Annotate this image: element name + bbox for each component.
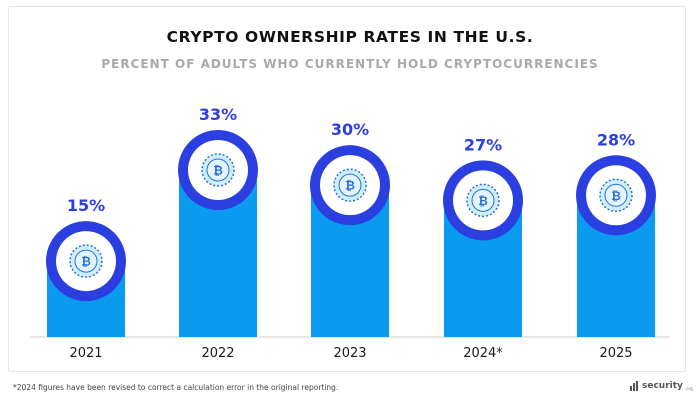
x-tick-label: 2024* xyxy=(463,346,503,361)
data-label: 33% xyxy=(199,105,237,124)
security-org-logo-icon xyxy=(630,381,638,391)
x-tick-label: 2025 xyxy=(599,346,632,361)
data-label: 30% xyxy=(331,120,369,139)
data-label: 28% xyxy=(597,130,635,149)
brand-name: security xyxy=(642,381,683,391)
bar-group-2025: ₿ 28% 2025 xyxy=(576,130,656,361)
bar-group-2024: ₿ 27% 2024* xyxy=(443,135,523,361)
brand-suffix: .org xyxy=(684,385,693,391)
chart-title: CRYPTO OWNERSHIP RATES IN THE U.S. xyxy=(166,28,534,46)
bar-group-2021: ₿ 15% 2021 xyxy=(46,196,126,361)
bitcoin-coin-icon: ₿ xyxy=(69,244,103,278)
bar-group-2022: ₿ 33% 2022 xyxy=(178,105,258,361)
data-label: 27% xyxy=(464,135,502,154)
bitcoin-symbol: ₿ xyxy=(213,164,223,178)
brand-logo[interactable]: security .org xyxy=(630,381,693,391)
x-tick-label: 2023 xyxy=(333,346,366,361)
bitcoin-symbol: ₿ xyxy=(81,255,91,269)
coin-face xyxy=(604,183,628,207)
coin-face xyxy=(206,158,230,182)
x-tick-label: 2022 xyxy=(201,346,234,361)
x-tick-label: 2021 xyxy=(69,346,102,361)
bitcoin-coin-icon: ₿ xyxy=(599,178,633,213)
bitcoin-symbol: ₿ xyxy=(478,194,488,208)
coin-face xyxy=(471,188,495,212)
footnote: *2024 figures have been revised to corre… xyxy=(13,383,339,392)
coin-face xyxy=(74,249,98,273)
bitcoin-coin-icon: ₿ xyxy=(201,153,235,187)
bar-group-2023: ₿ 30% 2023 xyxy=(310,120,390,361)
bitcoin-coin-icon: ₿ xyxy=(466,183,500,218)
bitcoin-coin-icon: ₿ xyxy=(333,168,367,202)
coin-face xyxy=(338,173,362,197)
chart-subtitle: PERCENT OF ADULTS WHO CURRENTLY HOLD CRY… xyxy=(101,57,599,71)
data-label: 15% xyxy=(67,196,105,215)
bitcoin-symbol: ₿ xyxy=(611,189,621,203)
bitcoin-symbol: ₿ xyxy=(345,179,355,193)
